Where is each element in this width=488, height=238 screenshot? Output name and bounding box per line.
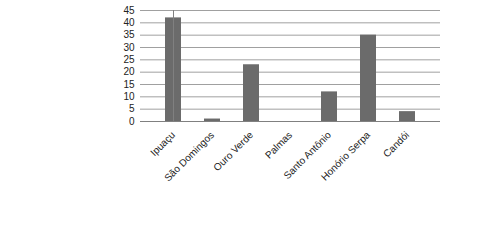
svg-text:40: 40 [123, 17, 135, 28]
svg-text:Santo Antônio: Santo Antônio [281, 129, 334, 181]
svg-text:Candói: Candói [381, 129, 411, 159]
svg-text:5: 5 [129, 103, 135, 114]
svg-text:Ipuaçu: Ipuaçu [148, 129, 177, 158]
svg-text:45: 45 [123, 5, 135, 16]
svg-text:35: 35 [123, 29, 135, 40]
svg-text:25: 25 [123, 54, 135, 65]
svg-text:0: 0 [129, 116, 135, 127]
svg-text:20: 20 [123, 66, 135, 77]
svg-text:30: 30 [123, 42, 135, 53]
svg-text:Honório Serpa: Honório Serpa [319, 129, 373, 183]
svg-text:10: 10 [123, 91, 135, 102]
svg-text:15: 15 [123, 79, 135, 90]
svg-text:Ouro Verde: Ouro Verde [211, 129, 255, 173]
svg-text:Palmas: Palmas [263, 129, 294, 160]
svg-text:São Domingos: São Domingos [162, 129, 216, 183]
